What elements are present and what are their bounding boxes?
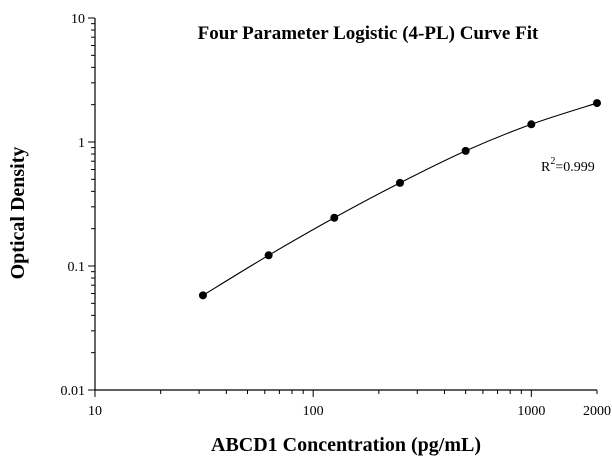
r-squared-superscript: 2 (550, 156, 555, 167)
data-point (330, 213, 339, 222)
data-point (461, 146, 470, 155)
data-point (198, 291, 207, 300)
y-tick-label: 10 (71, 12, 85, 27)
y-axis-ticks: 0.01 0.1 1 10 (61, 12, 95, 399)
data-point (264, 251, 273, 260)
x-tick-label: 2000 (583, 404, 611, 419)
data-point (593, 99, 601, 108)
r-squared-value: =0.999 (555, 160, 594, 175)
y-axis-title: Optical Density (7, 147, 29, 280)
data-points (198, 99, 601, 300)
y-tick-label: 1 (78, 136, 85, 151)
y-tick-label: 0.01 (61, 384, 86, 399)
y-tick-label: 0.1 (68, 260, 86, 275)
x-tick-label: 10 (88, 404, 102, 419)
x-tick-label: 1000 (517, 404, 545, 419)
r-squared-annotation: R2=0.999 (541, 156, 595, 175)
x-tick-label: 100 (303, 404, 324, 419)
x-axis-ticks: 10 100 1000 2000 (88, 390, 611, 419)
fit-curve-line (202, 102, 598, 296)
x-axis-title: ABCD1 Concentration (pg/mL) (211, 434, 481, 456)
r-squared-label: R (541, 160, 551, 175)
plot-area: 10 100 1000 2000 0.01 0.1 1 10 (61, 12, 612, 419)
data-point (527, 120, 536, 129)
chart-title: Four Parameter Logistic (4-PL) Curve Fit (198, 23, 539, 44)
data-point (395, 178, 404, 187)
